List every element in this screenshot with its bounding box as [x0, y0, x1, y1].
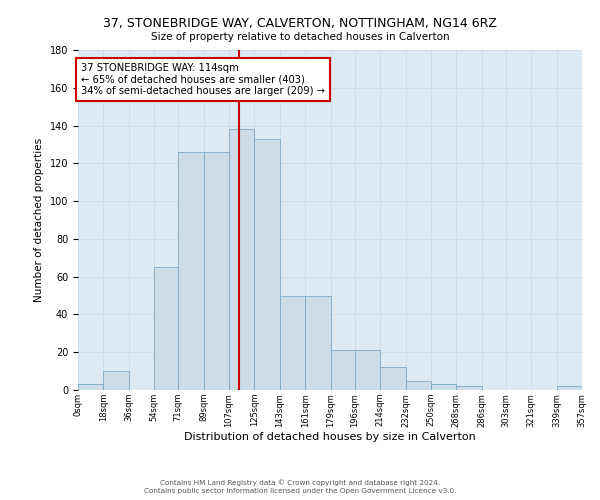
- Bar: [154, 267, 178, 390]
- Bar: [178, 152, 203, 390]
- Text: Contains HM Land Registry data © Crown copyright and database right 2024.
Contai: Contains HM Land Registry data © Crown c…: [144, 480, 456, 494]
- Bar: [229, 130, 254, 390]
- Bar: [406, 380, 431, 390]
- Bar: [380, 368, 406, 390]
- Bar: [203, 152, 229, 390]
- X-axis label: Distribution of detached houses by size in Calverton: Distribution of detached houses by size …: [184, 432, 476, 442]
- Text: 37, STONEBRIDGE WAY, CALVERTON, NOTTINGHAM, NG14 6RZ: 37, STONEBRIDGE WAY, CALVERTON, NOTTINGH…: [103, 18, 497, 30]
- Bar: [78, 384, 103, 390]
- Bar: [431, 384, 457, 390]
- Bar: [305, 296, 331, 390]
- Bar: [254, 139, 280, 390]
- Bar: [103, 371, 129, 390]
- Y-axis label: Number of detached properties: Number of detached properties: [34, 138, 44, 302]
- Bar: [557, 386, 582, 390]
- Bar: [280, 296, 305, 390]
- Text: 37 STONEBRIDGE WAY: 114sqm
← 65% of detached houses are smaller (403)
34% of sem: 37 STONEBRIDGE WAY: 114sqm ← 65% of deta…: [81, 63, 325, 96]
- Bar: [457, 386, 482, 390]
- Bar: [355, 350, 380, 390]
- Text: Size of property relative to detached houses in Calverton: Size of property relative to detached ho…: [151, 32, 449, 42]
- Bar: [331, 350, 355, 390]
